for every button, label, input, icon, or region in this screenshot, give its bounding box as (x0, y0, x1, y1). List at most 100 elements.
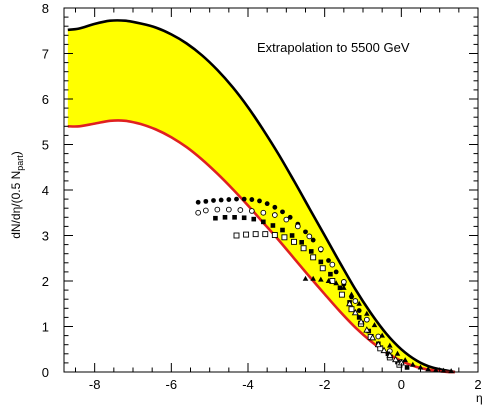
y-tick-label: 7 (42, 47, 49, 62)
data-point-filled-square (337, 285, 343, 291)
y-axis-label-subscript: part (15, 155, 25, 171)
data-point-open-triangle (374, 340, 382, 348)
series-filled-circle (195, 196, 362, 313)
data-point-filled-circle (241, 196, 247, 202)
data-point-filled-circle (272, 204, 278, 210)
data-point-open-circle (340, 279, 347, 285)
data-point-filled-circle (310, 237, 316, 243)
data-point-open-circle (248, 208, 255, 214)
series-filled-triangle (302, 275, 454, 374)
data-point-filled-circle (203, 198, 209, 204)
data-point-filled-triangle (318, 276, 324, 282)
data-point-filled-triangle (341, 284, 347, 290)
data-markers-layer (195, 196, 454, 374)
data-point-filled-square (251, 216, 257, 222)
data-point-open-circle (283, 216, 290, 223)
data-point-filled-square (241, 215, 247, 221)
data-point-open-circle (195, 209, 202, 216)
data-point-filled-square (328, 271, 333, 277)
plot-data-layer (67, 19, 456, 374)
data-point-filled-triangle (364, 310, 370, 316)
data-point-open-circle (271, 212, 278, 218)
x-axis-label: η (476, 391, 483, 405)
data-point-open-square (243, 231, 250, 238)
data-point-open-circle (306, 233, 313, 240)
data-point-open-triangle (380, 346, 388, 354)
data-point-filled-circle (303, 229, 308, 235)
data-point-open-circle (363, 316, 370, 323)
y-tick-label: 6 (42, 92, 49, 107)
data-point-open-circle (260, 209, 267, 216)
data-point-filled-square (280, 227, 285, 233)
data-point-open-square (310, 254, 317, 261)
series-open-square (233, 231, 403, 368)
data-point-filled-circle (356, 308, 362, 313)
data-point-open-square (319, 265, 326, 272)
data-point-filled-circle (333, 269, 339, 275)
y-tick-label: 4 (42, 183, 49, 198)
data-point-open-triangle (363, 326, 371, 333)
data-point-filled-square (270, 223, 276, 228)
data-point-filled-triangle (417, 364, 424, 370)
x-tick-label: -8 (89, 377, 101, 392)
data-point-filled-triangle (394, 350, 401, 356)
data-point-filled-circle (218, 197, 224, 203)
y-tick-label: 2 (42, 274, 49, 289)
x-tick-label: -4 (242, 377, 254, 392)
axis-ticks-layer: -8 -6 -4 -2 0 2 0 1 2 3 4 5 6 7 8 (42, 1, 482, 392)
data-point-filled-circle (280, 209, 285, 215)
x-tick-label: 0 (398, 377, 405, 392)
band-upper-curve (67, 19, 456, 374)
data-point-open-triangle (346, 299, 354, 307)
data-point-filled-triangle (325, 278, 332, 283)
data-point-filled-triangle (402, 357, 408, 363)
data-point-filled-square (404, 365, 410, 370)
y-tick-label: 8 (42, 1, 49, 16)
data-point-open-triangle (357, 318, 365, 325)
data-point-open-square (300, 245, 307, 252)
data-point-open-circle (329, 261, 336, 268)
data-point-filled-square (232, 215, 237, 220)
data-point-filled-square (308, 249, 314, 254)
data-point-filled-square (213, 215, 218, 221)
data-point-open-circle (317, 246, 324, 253)
data-point-filled-square (222, 215, 228, 220)
data-point-filled-square (356, 315, 362, 320)
data-point-open-square (338, 291, 345, 298)
data-point-filled-triangle (379, 332, 385, 338)
data-point-open-circle (214, 206, 221, 213)
x-tick-label: 2 (474, 377, 481, 392)
data-point-open-square (348, 306, 355, 313)
y-tick-label: 1 (42, 320, 49, 335)
data-point-open-square (252, 231, 259, 238)
data-point-filled-triangle (371, 322, 378, 328)
series-open-triangle (346, 299, 405, 366)
data-point-filled-circle (249, 197, 255, 202)
data-point-filled-circle (257, 198, 262, 204)
y-axis-label: dN/dη/(0.5 Npart) (9, 151, 25, 239)
y-axis-label-close: ) (9, 151, 23, 155)
y-axis-label-main: dN/dη/(0.5 N (9, 171, 23, 239)
data-point-open-square (233, 232, 240, 239)
data-point-filled-triangle (310, 275, 316, 281)
data-point-filled-square (385, 351, 391, 357)
data-point-open-circle (225, 206, 232, 213)
data-point-filled-triangle (410, 361, 416, 367)
y-tick-label: 0 (42, 365, 49, 380)
data-point-open-circle (237, 207, 244, 213)
data-point-filled-square (261, 219, 266, 225)
x-tick-label: -6 (166, 377, 178, 392)
data-point-open-square (271, 232, 278, 238)
extrapolation-annotation: Extrapolation to 5500 GeV (257, 40, 410, 55)
data-point-filled-triangle (440, 367, 447, 373)
x-tick-label: -2 (319, 377, 331, 392)
y-tick-label: 3 (42, 229, 49, 244)
data-point-filled-circle (211, 198, 216, 203)
data-point-filled-triangle (425, 366, 431, 372)
data-point-filled-triangle (348, 291, 355, 297)
data-point-filled-triangle (302, 275, 309, 281)
data-point-open-triangle (351, 308, 359, 316)
data-point-filled-triangle (356, 300, 362, 306)
data-point-open-triangle (392, 355, 400, 363)
